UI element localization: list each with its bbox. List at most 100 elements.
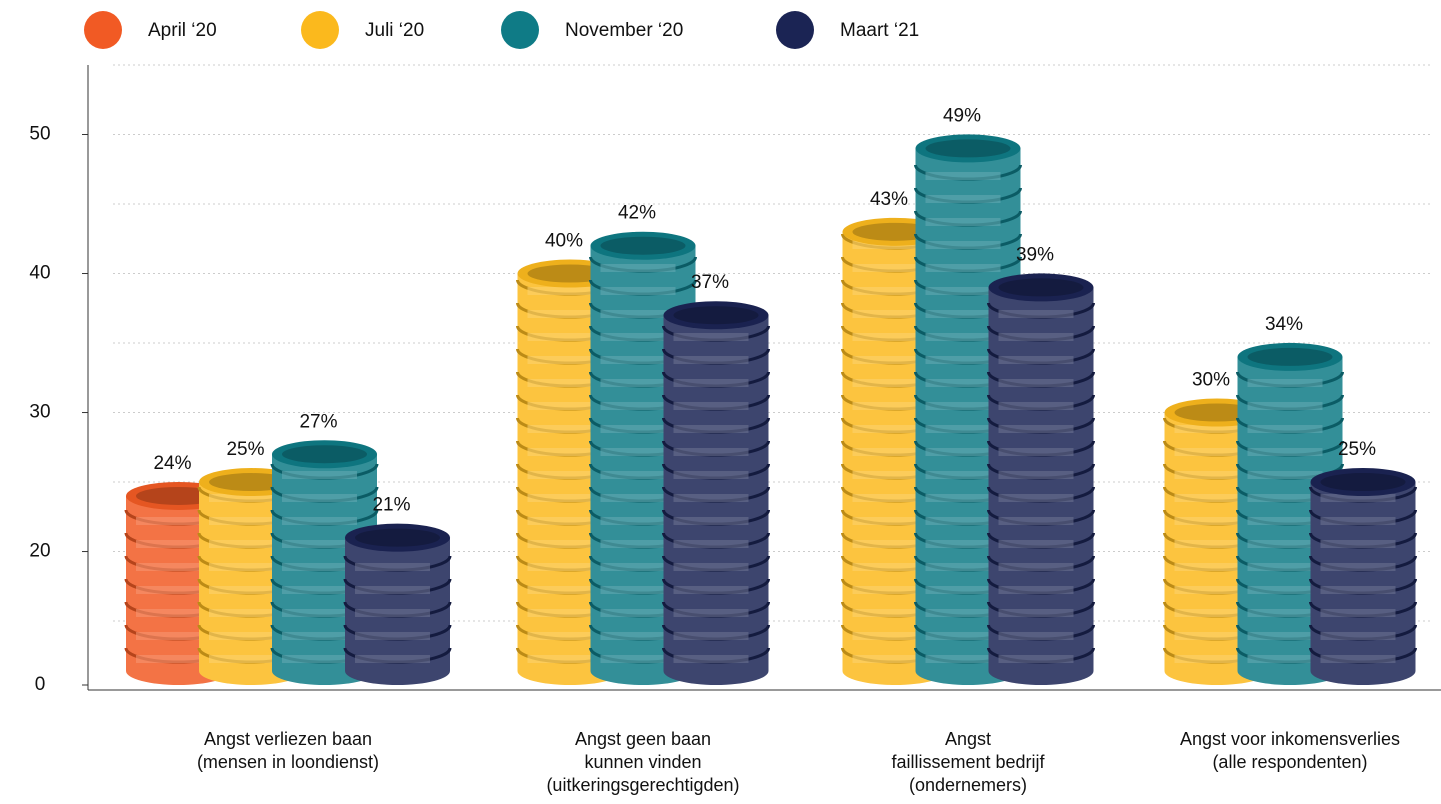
coin-stripe bbox=[600, 287, 676, 295]
y-tick-label: 50 bbox=[29, 124, 50, 145]
coin-stripe bbox=[282, 563, 357, 571]
coin-stripe bbox=[925, 333, 1001, 341]
coin-stripe bbox=[852, 471, 928, 479]
coin-stripe bbox=[355, 632, 430, 640]
coin-stripe bbox=[852, 448, 928, 456]
coin-stripe bbox=[998, 379, 1074, 387]
coin-stripe bbox=[136, 540, 211, 548]
coin-stripe bbox=[998, 356, 1074, 364]
coin-stripe bbox=[673, 632, 749, 640]
coin-stripe bbox=[673, 333, 749, 341]
coin-stripe bbox=[673, 609, 749, 617]
coin-stripe bbox=[925, 425, 1001, 433]
coin-stripe bbox=[852, 609, 928, 617]
coin-stripe bbox=[925, 517, 1001, 525]
coin-stripe bbox=[925, 402, 1001, 410]
coin-stripe bbox=[136, 632, 211, 640]
coin-stripe bbox=[282, 540, 357, 548]
coin-stripe bbox=[925, 379, 1001, 387]
coin-top-inner bbox=[600, 236, 686, 255]
coin-stripe bbox=[355, 563, 430, 571]
coin-stripe bbox=[600, 425, 676, 433]
coin-stripe bbox=[673, 517, 749, 525]
coin-stripe bbox=[600, 333, 676, 341]
coin-top-inner bbox=[1320, 473, 1406, 492]
coin-stripe bbox=[925, 172, 1001, 180]
x-tick-label: Angst geen baan kunnen vinden (uitkeringsg… bbox=[546, 729, 739, 795]
coin-stripe bbox=[600, 563, 676, 571]
value-label: 25% bbox=[1338, 439, 1376, 460]
coin-stripe bbox=[600, 517, 676, 525]
coin-stripe bbox=[600, 356, 676, 364]
coin-stripe bbox=[527, 333, 603, 341]
coin-stripe bbox=[925, 632, 1001, 640]
coin-stripe bbox=[1247, 563, 1323, 571]
coin-stripe bbox=[1174, 517, 1250, 525]
coin-stripe bbox=[998, 655, 1074, 663]
coin-stripe bbox=[1320, 632, 1396, 640]
coin-stripe bbox=[925, 218, 1001, 226]
coin-stripe bbox=[527, 586, 603, 594]
coin-stripe bbox=[925, 471, 1001, 479]
coin-top-inner bbox=[355, 528, 440, 547]
coin-stripe bbox=[600, 609, 676, 617]
coin-stack bbox=[987, 273, 1095, 685]
value-label: 25% bbox=[226, 439, 264, 460]
coin-stripe bbox=[673, 425, 749, 433]
coin-stack bbox=[343, 523, 452, 685]
coin-stripe bbox=[527, 494, 603, 502]
legend-label: Maart ‘21 bbox=[840, 20, 919, 41]
coin-stripe bbox=[209, 609, 284, 617]
coin-stripe bbox=[998, 540, 1074, 548]
coin-stripe bbox=[1247, 517, 1323, 525]
coin-stripe bbox=[925, 563, 1001, 571]
x-tick-label: Angst voor inkomensverlies (alle responde… bbox=[1180, 729, 1400, 772]
coin-stripe bbox=[1174, 655, 1250, 663]
coin-stripe bbox=[1320, 586, 1396, 594]
coin-stripe bbox=[1174, 632, 1250, 640]
value-label: 37% bbox=[691, 272, 729, 293]
y-tick-label: 0 bbox=[35, 674, 46, 695]
coin-stripe bbox=[852, 379, 928, 387]
x-tick-label: Angst verliezen baan (mensen in loondiens… bbox=[197, 729, 379, 772]
legend-swatch bbox=[776, 11, 814, 49]
coin-stripe bbox=[600, 310, 676, 318]
coin-stripe bbox=[998, 563, 1074, 571]
coin-stripe bbox=[998, 471, 1074, 479]
coin-stripe bbox=[925, 356, 1001, 364]
coin-stripe bbox=[527, 310, 603, 318]
coin-stripe bbox=[1320, 494, 1396, 502]
coin-stripe bbox=[527, 517, 603, 525]
coin-stripe bbox=[527, 563, 603, 571]
coin-stripe bbox=[1247, 379, 1323, 387]
coin-stripe bbox=[998, 310, 1074, 318]
coin-stripe bbox=[136, 563, 211, 571]
coin-stripe bbox=[673, 494, 749, 502]
coin-stripe bbox=[1247, 655, 1323, 663]
coin-stripe bbox=[673, 563, 749, 571]
coin-stripe bbox=[1247, 609, 1323, 617]
coin-stripe bbox=[527, 632, 603, 640]
y-tick-label: 30 bbox=[29, 402, 50, 423]
coin-stripe bbox=[852, 264, 928, 272]
coin-stripe bbox=[673, 356, 749, 364]
coin-stripe bbox=[852, 425, 928, 433]
coin-stripe bbox=[1247, 632, 1323, 640]
coin-stripe bbox=[136, 609, 211, 617]
coin-stripe bbox=[209, 586, 284, 594]
coin-stripe bbox=[600, 379, 676, 387]
coin-stripe bbox=[852, 333, 928, 341]
coin-stripe bbox=[852, 494, 928, 502]
coin-stripe bbox=[355, 609, 430, 617]
coin-stripe bbox=[852, 540, 928, 548]
coin-stripe bbox=[600, 448, 676, 456]
coin-stripe bbox=[998, 586, 1074, 594]
coin-stripe bbox=[136, 586, 211, 594]
coin-stripe bbox=[1320, 517, 1396, 525]
coin-stripe bbox=[527, 287, 603, 295]
value-label: 40% bbox=[545, 231, 583, 252]
coin-stripe bbox=[998, 333, 1074, 341]
coin-stripe bbox=[1247, 402, 1323, 410]
coin-stripe bbox=[673, 448, 749, 456]
